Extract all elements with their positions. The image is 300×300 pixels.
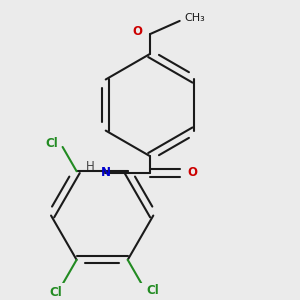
Text: Cl: Cl	[146, 284, 159, 297]
Text: Cl: Cl	[46, 137, 59, 150]
Text: O: O	[187, 166, 197, 179]
Text: Cl: Cl	[50, 286, 62, 299]
Text: O: O	[132, 25, 142, 38]
Text: H: H	[86, 160, 95, 173]
Text: CH₃: CH₃	[184, 13, 206, 23]
Text: N: N	[101, 166, 111, 179]
